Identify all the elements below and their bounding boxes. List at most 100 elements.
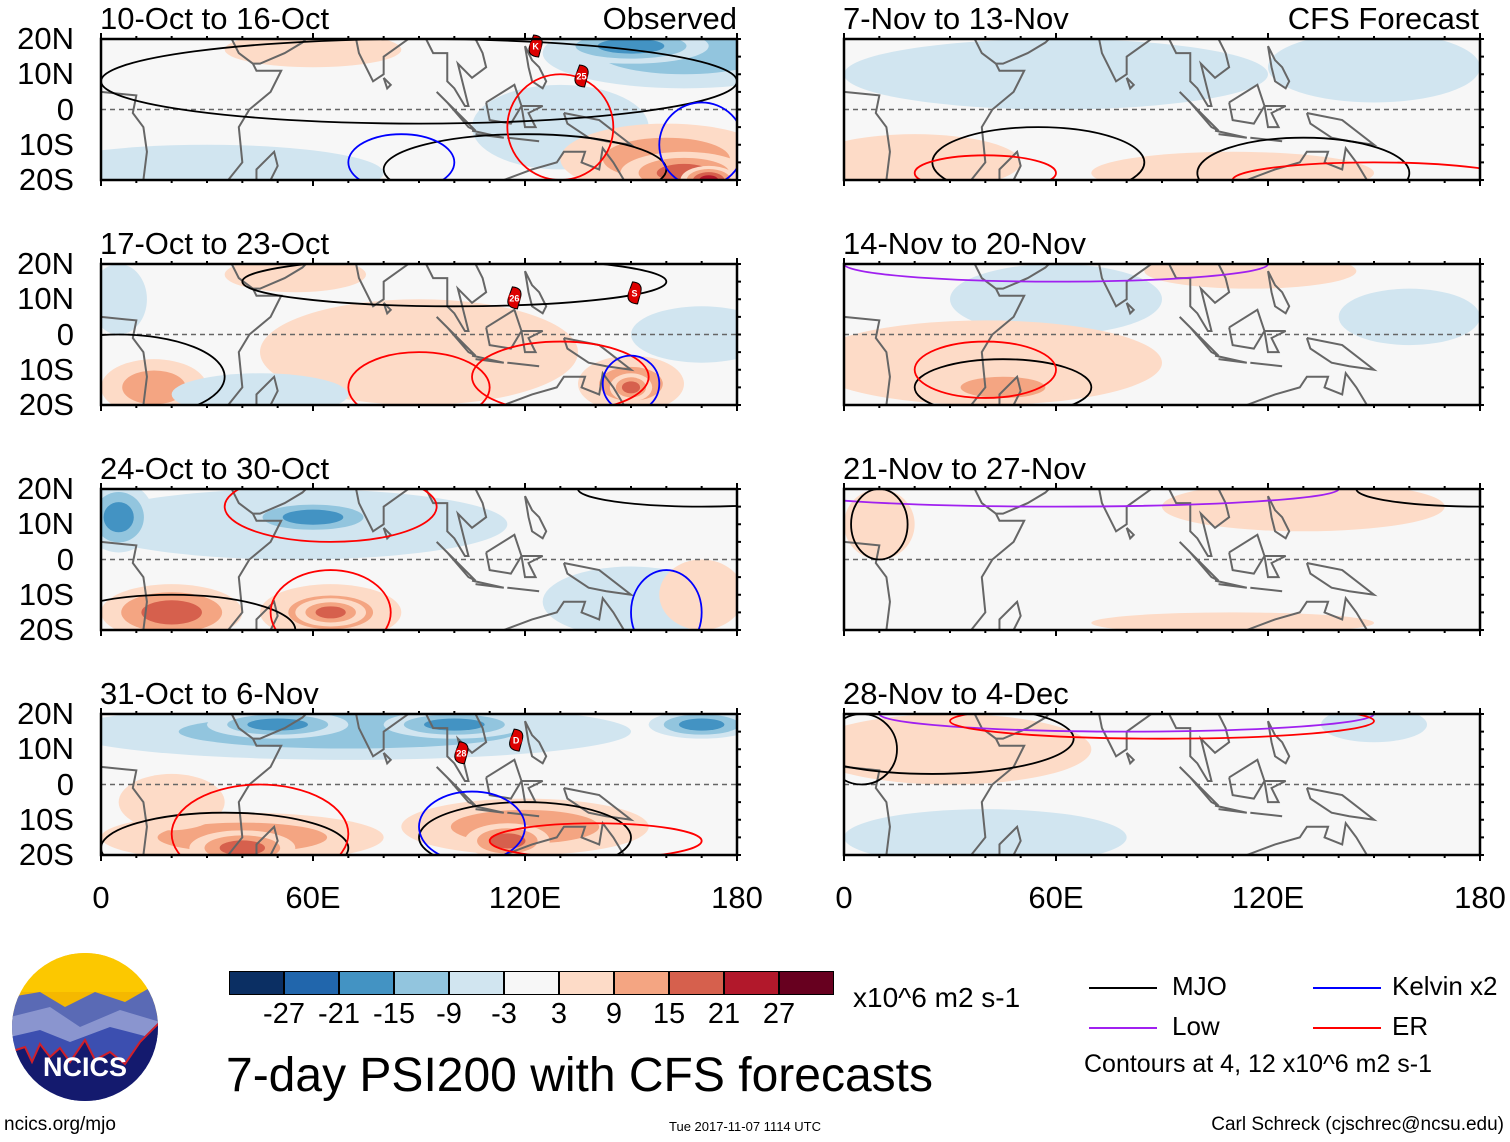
coastline <box>1267 495 1291 540</box>
coastline <box>1305 562 1378 597</box>
lat-tick-label: 10N <box>17 506 74 542</box>
mjo-line-swatch <box>1089 987 1157 989</box>
colorbar-tick-label: -27 <box>263 998 305 1030</box>
psi-anomaly-shading <box>101 264 147 335</box>
coastline <box>520 329 544 354</box>
wave-contour <box>269 569 392 630</box>
coastline <box>382 752 393 766</box>
colorbar-swatch <box>669 971 724 995</box>
wave-contour <box>850 489 909 561</box>
colorbar-swatch <box>394 971 449 995</box>
coastline <box>1250 811 1283 818</box>
wave-contour <box>418 790 526 855</box>
figure-title: 7-day PSI200 with CFS forecasts <box>226 1049 933 1102</box>
colorbar-swatch <box>724 971 779 995</box>
coastline <box>255 149 279 180</box>
coastline <box>227 39 283 180</box>
coastline <box>1125 77 1136 91</box>
tropical-cyclone-icon: 25 <box>574 64 589 88</box>
coastline <box>1305 787 1378 822</box>
coastline <box>970 264 1026 405</box>
coastline <box>507 361 540 368</box>
coastline <box>355 264 410 308</box>
coastline <box>355 489 410 533</box>
coastline <box>998 599 1022 630</box>
coastline <box>507 136 540 143</box>
wave-contour <box>844 714 898 786</box>
coastline <box>524 495 548 540</box>
coastline <box>1178 316 1220 357</box>
coastline <box>255 599 279 630</box>
lon-tick-label: 0 <box>92 880 110 915</box>
colorbar-units: x10^6 m2 s-1 <box>853 982 1021 1013</box>
coastline <box>520 779 544 804</box>
panel-title: 24-Oct to 30-Oct <box>100 451 330 486</box>
lat-tick-label: 0 <box>56 766 74 802</box>
footer-credit: Carl Schreck (cjschrec@ncsu.edu) <box>1211 1114 1504 1135</box>
coastline <box>995 39 1050 65</box>
colorbar-swatch <box>229 971 284 995</box>
cfs-forecast-label: CFS Forecast <box>1287 1 1479 36</box>
coastline <box>1168 39 1231 107</box>
lat-tick-label: 10S <box>18 351 74 387</box>
lat-tick-label: 20N <box>17 696 74 731</box>
colorbar-tick-label: 27 <box>762 998 796 1030</box>
lat-tick-label: 0 <box>56 316 74 352</box>
psi-anomaly-shading <box>1338 288 1480 346</box>
psi-anomaly-shading <box>631 306 737 363</box>
colorbar-tick-label: 3 <box>550 998 568 1030</box>
wave-contour <box>913 340 1057 399</box>
coastline <box>435 91 477 132</box>
lat-tick-label: 20N <box>17 471 74 506</box>
coastline <box>425 714 488 782</box>
coastline <box>1178 541 1220 582</box>
panel-title: 14-Nov to 20-Nov <box>843 226 1086 261</box>
svg-text:S: S <box>632 288 638 298</box>
coastline <box>844 540 891 630</box>
coastline <box>1168 489 1231 557</box>
coastline <box>255 824 279 855</box>
psi-anomaly-shading <box>960 376 1046 398</box>
coastline <box>998 149 1022 180</box>
psi-anomaly-shading <box>844 714 1092 785</box>
psi-anomaly-shading <box>489 833 526 849</box>
coastline <box>1228 83 1266 125</box>
coastline <box>998 824 1022 855</box>
coastline <box>1228 308 1266 350</box>
map-panel <box>842 483 1484 636</box>
coastline <box>382 302 393 316</box>
colorbar-swatch <box>284 971 339 995</box>
coastline <box>485 758 523 800</box>
coastline <box>101 315 148 405</box>
lon-tick-label: 180 <box>1454 880 1506 915</box>
colorbar-tick-label: 9 <box>605 998 623 1030</box>
panel-title: 21-Nov to 27-Nov <box>843 451 1086 486</box>
psi-anomaly-shading <box>171 373 349 405</box>
coastline <box>503 145 625 180</box>
tropical-cyclone-icon: 26 <box>507 286 522 310</box>
wave-contour <box>601 354 661 405</box>
coastline <box>1305 337 1378 372</box>
lon-tick-label: 180 <box>711 880 763 915</box>
wave-contour <box>1231 161 1480 180</box>
panel-title: 28-Nov to 4-Dec <box>843 676 1069 711</box>
footer-url[interactable]: ncics.org/mjo <box>4 1114 116 1135</box>
coastline <box>507 586 540 593</box>
wave-contour <box>241 264 668 308</box>
svg-text:28: 28 <box>456 748 466 758</box>
psi-anomaly-shading <box>315 606 346 619</box>
lat-tick-label: 20N <box>17 246 74 281</box>
coastline <box>844 765 891 855</box>
coastline <box>1214 804 1248 814</box>
lon-tick-label: 0 <box>835 880 853 915</box>
svg-text:NCICS: NCICS <box>43 1052 127 1082</box>
psi-anomaly-shading <box>844 39 1268 110</box>
coastline <box>1263 779 1287 804</box>
wave-contour <box>630 569 703 630</box>
coastline <box>503 370 625 405</box>
coastline <box>1214 579 1248 589</box>
coastline <box>562 787 635 822</box>
wave-contour <box>506 73 615 180</box>
wave-contour <box>844 489 1340 508</box>
